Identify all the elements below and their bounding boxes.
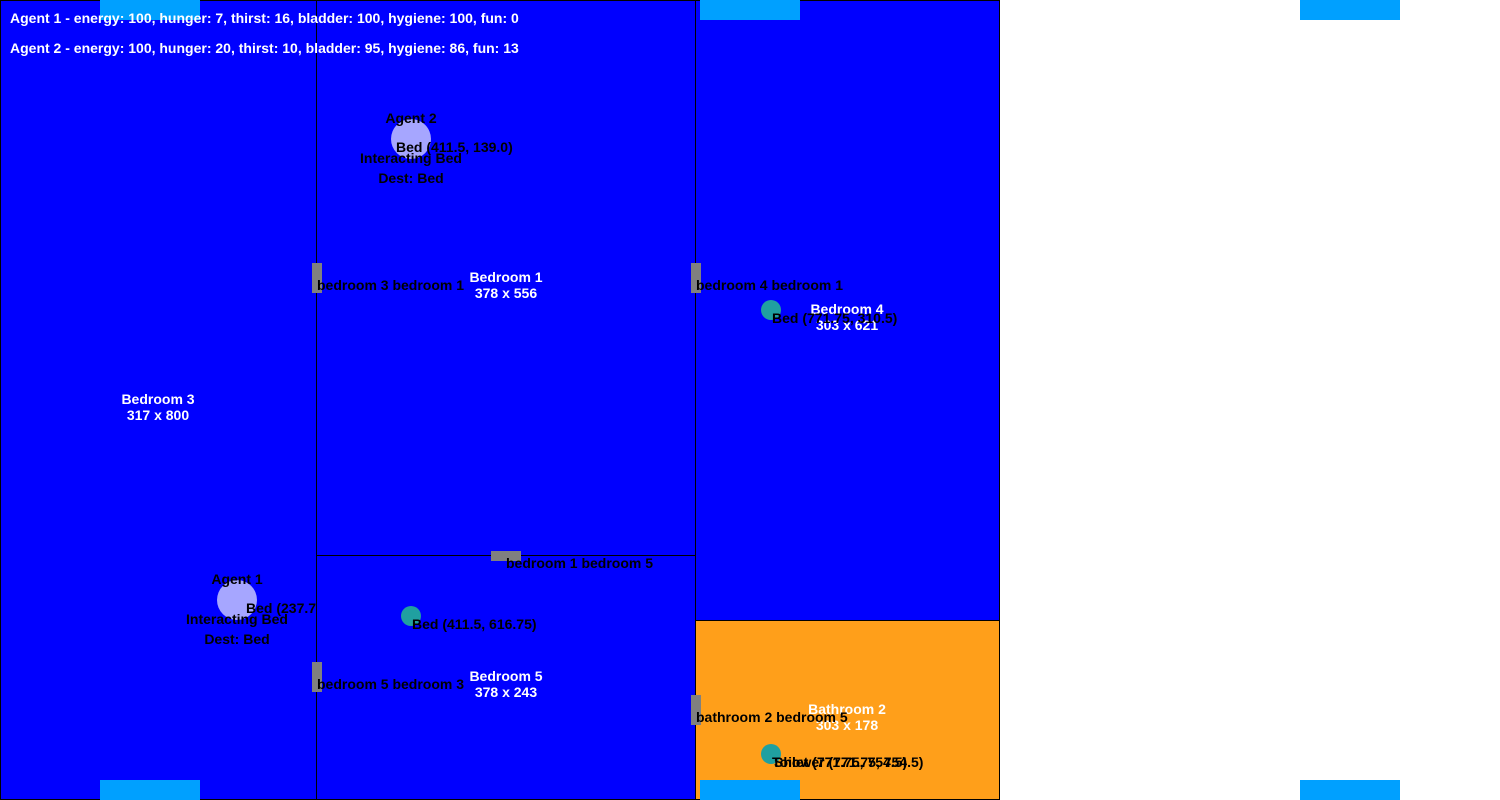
door-bedroom4-bedroom1[interactable]	[691, 263, 701, 293]
door-bedroom5-bedroom3[interactable]	[312, 662, 322, 692]
room-size: 378 x 243	[474, 684, 538, 700]
door-label: bedroom 5 bedroom 3	[317, 676, 465, 692]
window	[100, 0, 200, 20]
room-name: Bedroom 5	[469, 668, 543, 684]
window	[100, 780, 200, 800]
agent-name: Agent 1	[211, 571, 263, 587]
door-bedroom3-bedroom1[interactable]	[312, 263, 322, 293]
bed-object-bedroom-4[interactable]	[761, 300, 781, 320]
door-bedroom1-bedroom5[interactable]	[491, 551, 521, 561]
room-label-bedroom-4: Bedroom 4 303 x 621	[810, 301, 883, 333]
room-bedroom-3	[0, 0, 318, 800]
agent-destination: Dest: Bed	[378, 170, 444, 186]
bed-label: Bed (411.5, 616.75)	[412, 616, 537, 632]
window	[700, 0, 800, 20]
agent-2[interactable]	[391, 119, 431, 159]
room-size: 303 x 178	[815, 717, 879, 733]
window	[1300, 0, 1400, 20]
agent-1[interactable]	[217, 580, 257, 620]
window	[700, 780, 800, 800]
agent-1-status: Agent 1 - energy: 100, hunger: 7, thirst…	[10, 10, 519, 26]
shower-label: Shower (771.75, 754.5)	[774, 754, 924, 770]
room-bedroom-4	[695, 0, 1000, 622]
door-bathroom2-bedroom5[interactable]	[691, 695, 701, 725]
door-label: bathroom 2 bedroom 5	[696, 709, 848, 725]
room-bathroom-2	[695, 620, 1000, 800]
agent-state: Interacting Bed	[186, 611, 288, 627]
room-label-bedroom-5: Bedroom 5 378 x 243	[469, 668, 542, 700]
toilet-label: Toilet (771.75, 754.5)	[772, 754, 908, 770]
agent-name: Agent 2	[385, 110, 437, 126]
room-size: 317 x 800	[126, 407, 190, 423]
bed-label: Bed (411.5, 139.0)	[396, 139, 513, 155]
agent-2-status: Agent 2 - energy: 100, hunger: 20, thirs…	[10, 40, 519, 56]
room-label-bedroom-3: Bedroom 3 317 x 800	[121, 391, 194, 423]
door-label: bedroom 1 bedroom 5	[506, 555, 654, 571]
door-label: bedroom 4 bedroom 1	[696, 277, 844, 293]
room-name: Bedroom 4	[810, 301, 884, 317]
room-label-bedroom-1: Bedroom 1 378 x 556	[469, 269, 542, 301]
room-size: 303 x 621	[815, 317, 879, 333]
bed-label: Bed (237.7	[246, 600, 317, 616]
agent-destination: Dest: Bed	[204, 631, 270, 647]
room-name: Bedroom 3	[121, 391, 195, 407]
room-name: Bedroom 1	[469, 269, 543, 285]
door-label: bedroom 3 bedroom 1	[317, 277, 465, 293]
bed-object-bedroom-5[interactable]	[401, 606, 421, 626]
room-label-bathroom-2: Bathroom 2 303 x 178	[808, 701, 886, 733]
room-bedroom-1	[316, 0, 696, 557]
bed-label: Bed (771.75, 310.5)	[772, 310, 898, 326]
window	[1300, 780, 1400, 800]
room-name: Bathroom 2	[808, 701, 886, 717]
toilet-object[interactable]	[761, 744, 781, 764]
agent-state: Interacting Bed	[360, 150, 462, 166]
room-size: 378 x 556	[474, 285, 538, 301]
